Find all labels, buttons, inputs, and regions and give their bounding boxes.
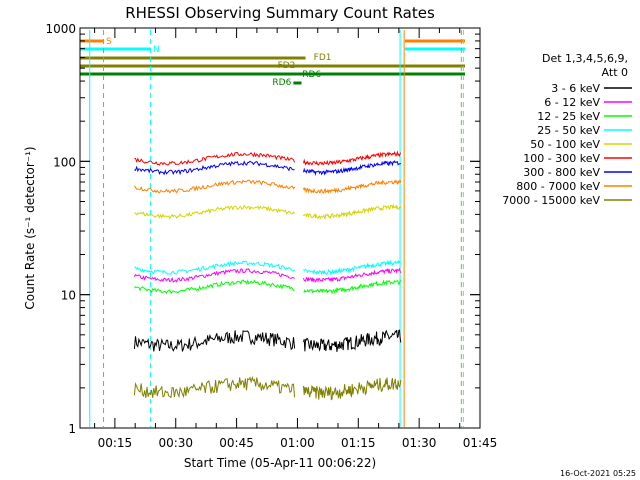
series-line [133,329,402,352]
x-axis: 00:15 00:30 00:45 01:00 01:15 01:30 01:45 [94,28,498,450]
flag-label: N [153,45,160,55]
y-tick-label: 1 [68,422,76,436]
series-line [134,160,402,177]
plot-frame [79,27,481,429]
flag-label: FD1 [314,53,332,63]
chart-title: RHESSI Observing Summary Count Rates [125,4,435,22]
legend-entry-label: 100 - 300 keV [523,152,600,165]
series-line [134,279,402,295]
flag-label: S [106,37,112,47]
legend-entry-label: 6 - 12 keV [544,96,600,109]
series-line [134,203,402,220]
legend-entry-label: 50 - 100 keV [530,138,600,151]
x-tick-label: 00:15 [98,436,133,450]
legend-entry-label: 3 - 6 keV [551,82,600,95]
time-markers [89,30,464,427]
flag-label: RD6 [302,70,321,80]
x-tick-label: 01:00 [280,436,315,450]
generation-timestamp: 16-Oct-2021 05:25 [560,469,636,478]
flag-bars: S N FD1 FD2 RD6 RD6 [80,37,465,88]
legend-entry-label: 7000 - 15000 keV [502,194,600,207]
x-tick-label: 01:15 [341,436,376,450]
series-lines [133,150,402,401]
flag-label: FD2 [278,61,296,71]
flag-label: RD6 [272,78,291,88]
legend-entry-label: 12 - 25 keV [537,110,600,123]
x-tick-label: 01:30 [402,436,437,450]
legend-entry-label: 300 - 800 keV [523,166,600,179]
series-line [134,259,402,276]
x-tick-label: 01:45 [463,436,498,450]
y-tick-label: 10 [61,289,76,303]
y-tick-label: 100 [53,155,76,169]
y-axis: 1 10 100 1000 [45,22,480,436]
x-axis-label: Start Time (05-Apr-11 00:06:22) [184,456,376,470]
series-line [133,375,402,401]
series-line [133,267,402,283]
x-tick-label: 00:45 [219,436,254,450]
y-tick-label: 1000 [45,22,76,36]
legend-entry-label: 800 - 7000 keV [516,180,600,193]
legend-header-2: Att 0 [602,66,628,79]
series-line [133,179,402,195]
legend-entry-label: 25 - 50 keV [537,124,600,137]
series-line [134,150,402,166]
y-axis-label: Count Rate (s⁻¹ detector⁻¹) [23,146,37,309]
x-tick-label: 00:30 [158,436,193,450]
legend-header-1: Det 1,3,4,5,6,9, [542,52,628,65]
